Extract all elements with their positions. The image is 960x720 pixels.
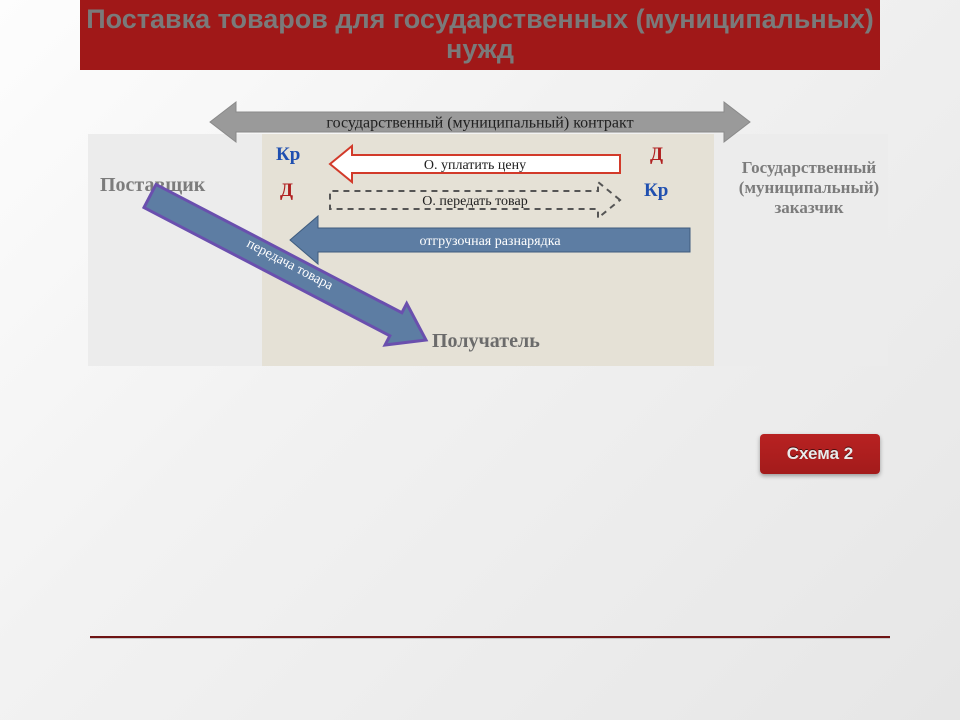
scheme-button-label: Схема 2: [787, 444, 854, 464]
scheme-button[interactable]: Схема 2: [760, 434, 880, 474]
diagram-stage: { "canvas":{"w":960,"h":720,"bg_from":"#…: [0, 0, 960, 720]
divider: [90, 636, 890, 639]
arrow-delivery: передача товара: [0, 0, 960, 720]
